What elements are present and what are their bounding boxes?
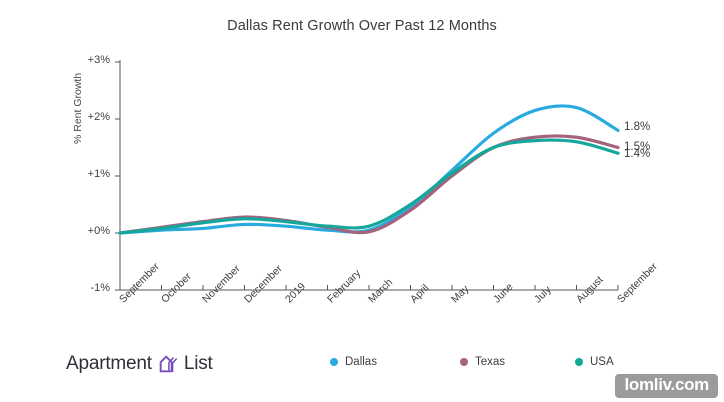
y-tick-label: +3% bbox=[87, 54, 110, 66]
legend-item-usa[interactable]: USA bbox=[575, 356, 614, 368]
site-watermark: lomliv.com bbox=[615, 374, 718, 398]
series-line-usa bbox=[118, 138, 620, 235]
series-line-dallas bbox=[118, 104, 620, 235]
end-label-usa: 1.4% bbox=[624, 148, 651, 161]
legend-label: Texas bbox=[475, 356, 506, 368]
end-label-dallas: 1.8% bbox=[624, 121, 651, 134]
legend-label: USA bbox=[590, 356, 614, 368]
y-tick-label: -1% bbox=[90, 282, 110, 294]
apartment-list-logo: Apartment List bbox=[66, 353, 213, 375]
chart-legend: Dallas Texas USA bbox=[330, 356, 630, 376]
legend-dot-icon bbox=[460, 358, 468, 366]
legend-label: Dallas bbox=[345, 356, 377, 368]
chart-title: Dallas Rent Growth Over Past 12 Months bbox=[227, 18, 497, 34]
legend-dot-icon bbox=[330, 358, 338, 366]
legend-item-dallas[interactable]: Dallas bbox=[330, 356, 377, 368]
legend-dot-icon bbox=[575, 358, 583, 366]
end-label-texas: 1.5% bbox=[624, 140, 651, 153]
legend-item-texas[interactable]: Texas bbox=[460, 356, 505, 368]
y-tick-label: +2% bbox=[87, 111, 110, 123]
brand-word-list: List bbox=[183, 353, 213, 374]
y-tick-label: +0% bbox=[87, 225, 110, 237]
y-tick-label: +1% bbox=[87, 168, 110, 180]
series-line-texas bbox=[118, 134, 620, 235]
brand-word-apartment: Apartment bbox=[66, 353, 152, 374]
apartment-list-mark-icon bbox=[157, 353, 179, 375]
